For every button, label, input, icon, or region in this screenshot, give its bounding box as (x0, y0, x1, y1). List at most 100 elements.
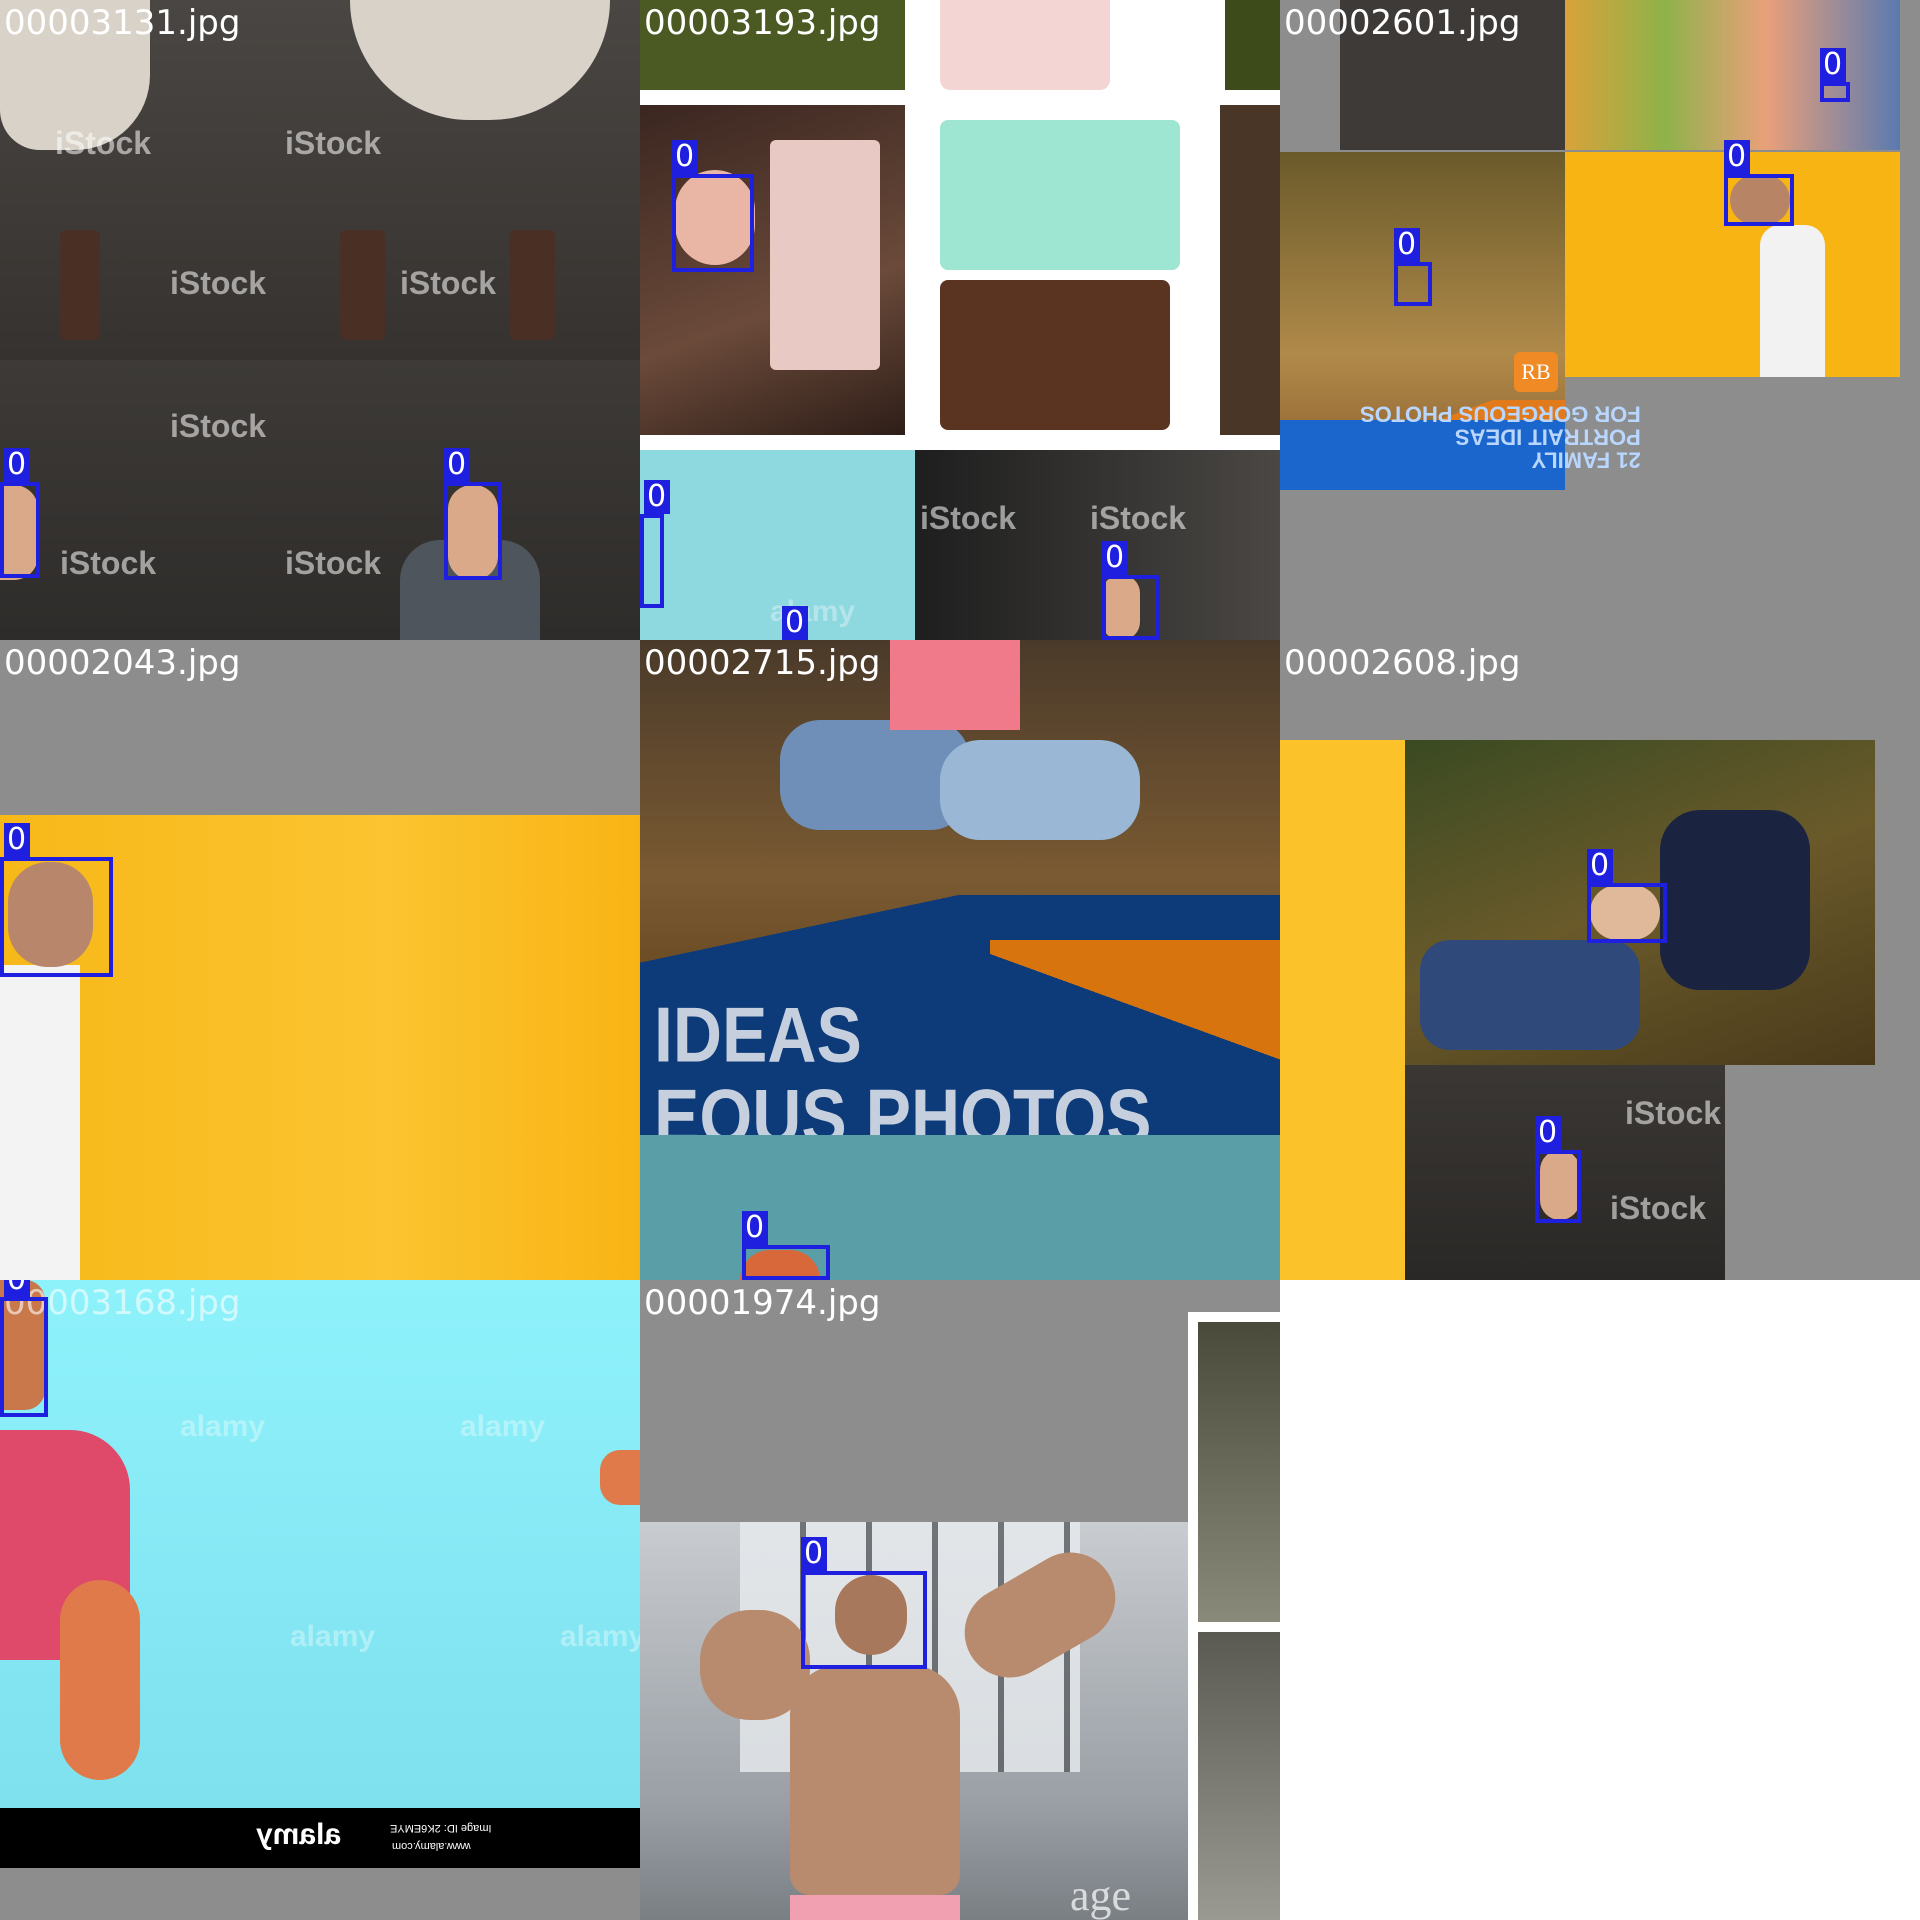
banner-line-1: 21 FAMILY (1531, 447, 1641, 473)
istock-watermark: iStock (60, 545, 157, 581)
boot-mid (340, 230, 385, 340)
mosaic-tile-4: 00002043.jpg 0 (0, 640, 640, 1280)
baby-bed-frame (770, 140, 880, 370)
mosaic-tile-empty (1280, 1280, 1920, 1920)
detection-class-label: 0 (1820, 48, 1846, 82)
detection-class-label: 0 (4, 448, 30, 482)
pink-bed-photo (940, 0, 1110, 90)
girl-face-bottom (1540, 1150, 1580, 1220)
tile-filename: 00002601.jpg (1284, 3, 1521, 43)
child-lying (1590, 885, 1660, 940)
istock-watermark: iStock (170, 265, 267, 301)
bodybuilder-head (835, 1575, 907, 1655)
girl-peace-photo (0, 360, 640, 640)
grass-photo-strip (640, 0, 905, 90)
detection-box: 0 (1820, 48, 1850, 102)
alamy-footer-site: www.alamy.com (392, 1840, 471, 1852)
girl-face-small (1102, 575, 1140, 640)
detection-class-label: 0 (1394, 228, 1420, 262)
indian-kids-collage (1565, 0, 1900, 150)
detection-class-label: 0 (1587, 849, 1613, 883)
detection-box: 0 (640, 480, 670, 608)
tutu-skirt-left (0, 0, 150, 150)
detection-box: 0 (1394, 228, 1432, 306)
girl-peace-photo-dark (915, 450, 1280, 640)
grass-photo-corner (1225, 0, 1280, 90)
tile-filename: 00003193.jpg (644, 3, 881, 43)
dad-lying (1660, 810, 1810, 990)
girl-head-small (740, 1250, 820, 1280)
alamy-watermark: alamy (180, 1410, 266, 1443)
tutu-photo-small (1340, 0, 1565, 150)
detection-class-label: 0 (4, 1280, 30, 1297)
mosaic-tile-6: iStock iStock 00002608.jpg 0 0 (1280, 640, 1920, 1280)
detection-class-label: 0 (801, 1537, 827, 1571)
girl-face-left (0, 485, 38, 580)
tile-filename: 00002715.jpg (644, 643, 881, 683)
man-white-shirt (1760, 225, 1825, 377)
newborn-baby (675, 170, 755, 265)
blue-jeans-left (780, 720, 970, 830)
white-bed-photo-bottom (1198, 1632, 1280, 1920)
bodybuilder-torso (790, 1665, 960, 1895)
istock-watermark: iStock (1610, 1190, 1707, 1226)
banner-orange-wedge (990, 940, 1280, 1100)
tile-filename: 00002608.jpg (1284, 643, 1521, 683)
detection-box: 0 (1587, 849, 1667, 943)
banner-line-3: FOR GORGEOUS PHOTOS (1360, 401, 1641, 427)
detection-box: 0 (742, 1211, 830, 1280)
mosaic-tile-8: age 00001974.jpg 0 (640, 1280, 1280, 1920)
age-watermark: age (1070, 1871, 1132, 1920)
detection-box: 0 (0, 448, 40, 578)
alamy-footer-bar (0, 1808, 640, 1868)
detection-box: 0 (1535, 1116, 1581, 1223)
alamy-watermark: alamy (460, 1410, 546, 1443)
detection-box: 0 (444, 448, 502, 580)
mosaic-tile-7: alamy alamy alamy alamy alamy Image ID: … (0, 1280, 640, 1920)
istock-watermark: iStock (170, 408, 267, 444)
mosaic-tile-2: iStock iStock alamy 00003193.jpg 0 0 0 0 (640, 0, 1280, 640)
girl-face (448, 485, 498, 580)
tile-filename: 00003131.jpg (4, 3, 241, 43)
man-white-shirt-large (0, 965, 80, 1280)
man-head-large (8, 862, 93, 967)
detection-class-label: 0 (672, 140, 698, 174)
man-yellow-photo-large (0, 815, 640, 1280)
alamy-watermark: alamy (290, 1620, 376, 1653)
istock-watermark: iStock (285, 125, 382, 161)
blanket (1420, 940, 1640, 1050)
boot-left (60, 230, 100, 340)
man-head (1730, 175, 1790, 225)
banner-line-2: PORTRAIT IDEAS (1454, 424, 1641, 450)
detection-box: 0 (1102, 541, 1160, 640)
teal-photo-strip (640, 1135, 1280, 1280)
blue-jeans-right (940, 740, 1140, 840)
detection-class-label: 0 (1102, 541, 1128, 575)
detection-box: 0 (0, 823, 113, 977)
boot-right (510, 230, 555, 340)
mosaic-tile-5: IDEAS EOUS PHOTOS 00002715.jpg 0 (640, 640, 1280, 1280)
bodybuilder-left-arm (700, 1610, 810, 1720)
tile-filename: 00001974.jpg (644, 1283, 881, 1323)
istock-watermark: iStock (920, 500, 1017, 536)
alamy-blue-photo (640, 450, 915, 640)
pink-shirt (890, 640, 1020, 730)
detection-class-label: 0 (1724, 140, 1750, 174)
banner-line-ideas: IDEAS (654, 991, 862, 1079)
mosaic-tile-3: 21 FAMILY PORTRAIT IDEAS FOR GORGEOUS PH… (1280, 0, 1920, 640)
alamy-watermark: alamy (560, 1620, 640, 1653)
rustic-photo-strip (1220, 105, 1280, 435)
detection-class-label: 0 (444, 448, 470, 482)
banner-logo: RB (1514, 352, 1558, 392)
girl-hair-left (0, 1280, 45, 1410)
istock-watermark: iStock (400, 265, 497, 301)
detection-class-label: 0 (644, 480, 670, 514)
detection-box: 0 (801, 1537, 927, 1669)
tile-filename: 00002043.jpg (4, 643, 241, 683)
mosaic-tile-1: iStock iStock iStock iStock iStock iStoc… (0, 0, 640, 640)
pink-shorts (790, 1895, 960, 1920)
istock-watermark: iStock (285, 545, 382, 581)
alamy-footer-logo: alamy (256, 1818, 342, 1851)
detection-box: 0 (0, 1280, 48, 1417)
detection-class-label: 0 (4, 823, 30, 857)
